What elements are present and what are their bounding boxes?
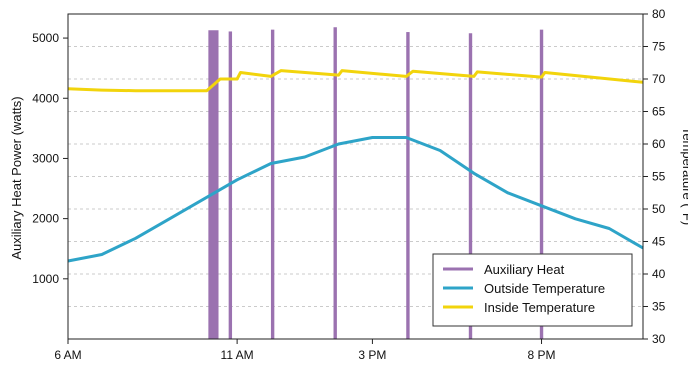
temperature-series <box>67 69 644 263</box>
y2-tick-label: 80 <box>652 7 666 21</box>
legend-label-inside-temperature: Inside Temperature <box>484 300 595 315</box>
y-tick-label: 5000 <box>32 31 59 45</box>
y2-tick-label: 50 <box>652 202 666 216</box>
y-tick-label: 4000 <box>32 91 59 105</box>
y2-axis-title: Temperature (°F) <box>680 127 688 225</box>
legend-box <box>432 253 633 327</box>
auxiliary-heat-pulse <box>208 30 219 339</box>
y-tick-label: 2000 <box>32 212 59 226</box>
auxiliary-heat-pulse <box>468 33 473 340</box>
legend: Auxiliary Heat Outside Temperature Insid… <box>432 253 633 327</box>
legend-label-outside-temperature: Outside Temperature <box>484 281 605 296</box>
y2-tick-label: 35 <box>652 300 666 314</box>
y2-tick-label: 40 <box>652 267 666 281</box>
y2-tick-label: 60 <box>652 137 666 151</box>
axes: 1000 2000 3000 4000 5000 30 35 40 45 50 55 60 65 70 75… <box>32 7 665 362</box>
y2-tick-label: 75 <box>652 40 666 54</box>
auxiliary-heat-pulse <box>270 29 275 340</box>
y2-tick-label: 45 <box>652 235 666 249</box>
auxiliary-heat-pulse <box>539 29 544 340</box>
y2-tick-label: 70 <box>652 72 666 86</box>
outside-temperature-line <box>67 136 644 263</box>
x-tick-label: 6 AM <box>54 348 81 362</box>
y-axis-title: Auxiliary Heat Power (watts) <box>9 96 24 259</box>
y2-tick-label: 30 <box>652 332 666 346</box>
y2-tick-label: 55 <box>652 170 666 184</box>
x-tick-label: 3 PM <box>358 348 386 362</box>
y2-tick-label: 65 <box>652 105 666 119</box>
x-tick-label: 11 AM <box>221 348 254 362</box>
y-tick-label: 1000 <box>32 272 59 286</box>
legend-label-auxiliary-heat: Auxiliary Heat <box>484 262 565 277</box>
auxiliary-heat-pulse <box>333 27 337 339</box>
inside-temperature-line <box>67 69 644 93</box>
x-tick-label: 8 PM <box>528 348 556 362</box>
auxiliary-heat-pulse <box>406 32 410 340</box>
y-tick-label: 3000 <box>32 151 59 165</box>
